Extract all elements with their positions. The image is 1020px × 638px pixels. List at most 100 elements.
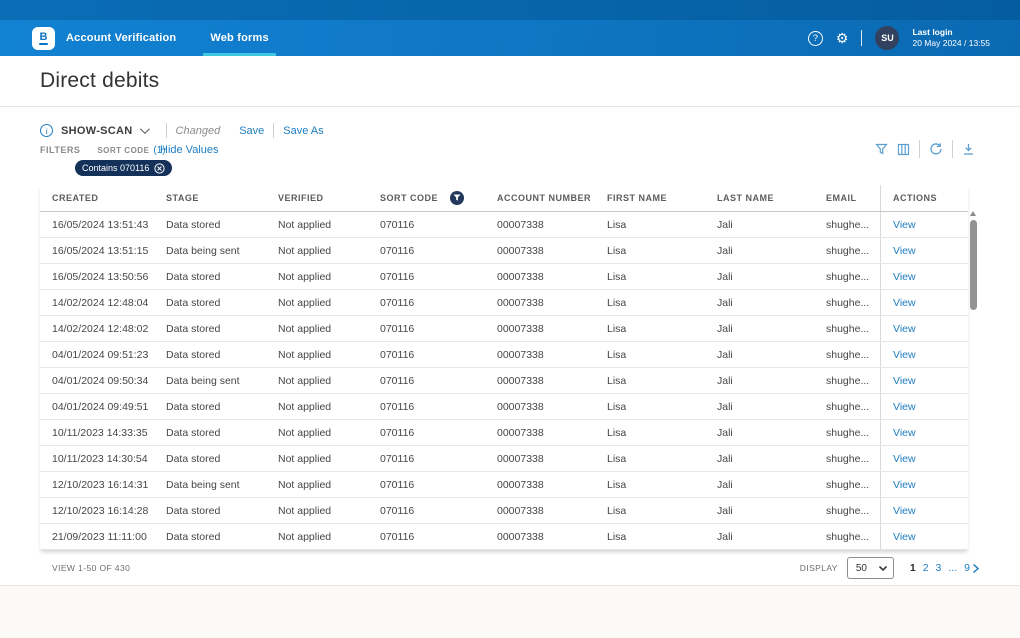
- page-number-3[interactable]: 3: [936, 562, 942, 574]
- columns-icon[interactable]: [897, 143, 910, 156]
- view-link[interactable]: View: [893, 219, 916, 231]
- chip-close-icon[interactable]: [154, 163, 165, 174]
- view-link[interactable]: View: [893, 323, 916, 335]
- col-header-created[interactable]: CREATED: [40, 185, 154, 211]
- cell-verified: Not applied: [266, 394, 368, 419]
- bottom-band: [0, 585, 1020, 638]
- view-link[interactable]: View: [893, 401, 916, 413]
- view-link[interactable]: View: [893, 479, 916, 491]
- hide-values-link[interactable]: Hide Values: [160, 144, 219, 156]
- col-header-first-name[interactable]: FIRST NAME: [595, 185, 705, 211]
- nav-tab-account-verification[interactable]: Account Verification: [66, 20, 176, 56]
- cell-first-name: Lisa: [595, 238, 705, 263]
- cell-stage: Data being sent: [154, 368, 266, 393]
- view-link[interactable]: View: [893, 505, 916, 517]
- view-link[interactable]: View: [893, 427, 916, 439]
- cell-email: shughe...: [814, 498, 880, 523]
- filter-chip[interactable]: Contains 070116: [75, 160, 172, 176]
- table-scrollbar[interactable]: [969, 211, 977, 310]
- page-title: Direct debits: [40, 69, 159, 93]
- table-row: 12/10/2023 16:14:31 Data being sent Not …: [40, 472, 968, 498]
- title-block: Direct debits: [0, 56, 1020, 107]
- display-label: DISPLAY: [800, 563, 838, 573]
- cell-account-number: 00007338: [485, 524, 595, 549]
- scrollbar-thumb[interactable]: [970, 220, 977, 310]
- save-as-button[interactable]: Save As: [283, 125, 323, 137]
- col-header-email[interactable]: EMAIL: [814, 185, 880, 211]
- view-link[interactable]: View: [893, 297, 916, 309]
- cell-email: shughe...: [814, 368, 880, 393]
- refresh-icon[interactable]: [929, 142, 943, 156]
- cell-created: 04/01/2024 09:49:51: [40, 394, 154, 419]
- column-filter-badge-icon[interactable]: [450, 191, 464, 205]
- cell-first-name: Lisa: [595, 472, 705, 497]
- result-count: VIEW 1-50 OF 430: [40, 563, 130, 573]
- brand-logo[interactable]: B: [32, 27, 55, 50]
- avatar[interactable]: SU: [875, 26, 899, 50]
- page-number-9[interactable]: 9: [964, 562, 970, 574]
- cell-account-number: 00007338: [485, 342, 595, 367]
- filter-icon[interactable]: [875, 143, 888, 156]
- cell-verified: Not applied: [266, 524, 368, 549]
- page-number-2[interactable]: 2: [923, 562, 929, 574]
- col-header-sort-code[interactable]: SORT CODE: [368, 185, 485, 211]
- cell-stage: Data being sent: [154, 472, 266, 497]
- nav-right-cluster: ? ⚙ SU Last login 20 May 2024 / 13:55: [808, 20, 990, 56]
- divider: [166, 123, 167, 138]
- gear-icon[interactable]: ⚙: [836, 31, 849, 45]
- last-login-value: 20 May 2024 / 13:55: [912, 38, 990, 48]
- cell-stage: Data stored: [154, 290, 266, 315]
- top-navbar: B Account Verification Web forms ? ⚙ SU …: [0, 20, 1020, 56]
- cell-stage: Data stored: [154, 342, 266, 367]
- cell-stage: Data stored: [154, 524, 266, 549]
- cell-sort-code: 070116: [368, 264, 485, 289]
- view-link[interactable]: View: [893, 375, 916, 387]
- cell-first-name: Lisa: [595, 394, 705, 419]
- view-selector[interactable]: SHOW-SCAN: [61, 125, 133, 137]
- cell-created: 04/01/2024 09:50:34: [40, 368, 154, 393]
- save-button[interactable]: Save: [239, 125, 264, 137]
- select-chevron-icon: [878, 565, 888, 572]
- page-number-1: 1: [910, 562, 916, 574]
- col-header-verified[interactable]: VERIFIED: [266, 185, 368, 211]
- cell-first-name: Lisa: [595, 316, 705, 341]
- info-icon[interactable]: i: [40, 124, 53, 137]
- cell-created: 10/11/2023 14:30:54: [40, 446, 154, 471]
- view-link[interactable]: View: [893, 349, 916, 361]
- cell-account-number: 00007338: [485, 238, 595, 263]
- next-page-arrow[interactable]: [972, 563, 980, 574]
- view-link[interactable]: View: [893, 245, 916, 257]
- brand-logo-underline: [39, 43, 48, 45]
- cell-email: shughe...: [814, 316, 880, 341]
- view-link[interactable]: View: [893, 531, 916, 543]
- nav-tab-web-forms[interactable]: Web forms: [210, 20, 268, 56]
- view-link[interactable]: View: [893, 453, 916, 465]
- download-icon[interactable]: [962, 143, 975, 156]
- cell-verified: Not applied: [266, 238, 368, 263]
- cell-email: shughe...: [814, 342, 880, 367]
- cell-sort-code: 070116: [368, 368, 485, 393]
- nav-divider: [861, 30, 862, 46]
- cell-last-name: Jali: [705, 264, 814, 289]
- table-row: 16/05/2024 13:50:56 Data stored Not appl…: [40, 264, 968, 290]
- cell-account-number: 00007338: [485, 498, 595, 523]
- cell-created: 10/11/2023 14:33:35: [40, 420, 154, 445]
- col-header-last-name[interactable]: LAST NAME: [705, 185, 814, 211]
- cell-last-name: Jali: [705, 316, 814, 341]
- help-icon[interactable]: ?: [808, 31, 823, 46]
- view-link[interactable]: View: [893, 271, 916, 283]
- cell-last-name: Jali: [705, 212, 814, 237]
- changed-label: Changed: [176, 125, 221, 137]
- scrollbar-up-arrow-icon[interactable]: [970, 211, 976, 216]
- col-header-sort-code-label: SORT CODE: [380, 193, 438, 203]
- divider: [273, 123, 274, 138]
- page-size-select[interactable]: 50: [847, 557, 894, 579]
- chevron-down-icon[interactable]: [139, 124, 149, 134]
- cell-account-number: 00007338: [485, 316, 595, 341]
- cell-last-name: Jali: [705, 368, 814, 393]
- col-header-account-number[interactable]: ACCOUNT NUMBER: [485, 185, 595, 211]
- table-row: 12/10/2023 16:14:28 Data stored Not appl…: [40, 498, 968, 524]
- col-header-stage[interactable]: STAGE: [154, 185, 266, 211]
- cell-verified: Not applied: [266, 446, 368, 471]
- cell-created: 12/10/2023 16:14:28: [40, 498, 154, 523]
